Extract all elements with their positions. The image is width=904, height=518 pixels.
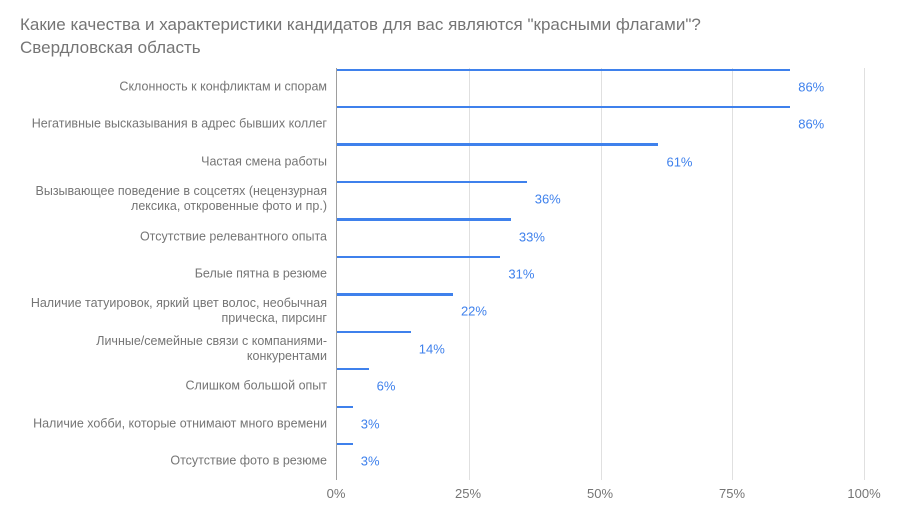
bar xyxy=(337,181,527,183)
bar xyxy=(337,406,353,408)
chart-row: Отсутствие фото в резюме3% xyxy=(337,443,864,480)
chart-row: Наличие татуировок, яркий цвет волос, не… xyxy=(337,293,864,330)
category-label: Частая смена работы xyxy=(17,154,337,169)
chart-row: Негативные высказывания в адрес бывших к… xyxy=(337,105,864,142)
chart-row: Слишком большой опыт6% xyxy=(337,368,864,405)
value-label: 22% xyxy=(461,304,487,319)
value-label: 86% xyxy=(798,117,824,132)
value-label: 61% xyxy=(666,154,692,169)
x-tick-label: 25% xyxy=(455,486,481,501)
x-tick-label: 75% xyxy=(719,486,745,501)
category-label: Наличие хобби, которые отнимают много вр… xyxy=(17,416,337,431)
x-axis-labels: 0%25%50%75%100% xyxy=(336,486,864,504)
chart-row: Частая смена работы61% xyxy=(337,143,864,180)
bar xyxy=(337,368,369,370)
bar xyxy=(337,293,453,295)
category-label: Личные/семейные связи с компаниями-конку… xyxy=(17,334,337,364)
category-label: Вызывающее поведение в соцсетях (нецензу… xyxy=(17,184,337,214)
bar xyxy=(337,106,790,108)
x-tick-label: 0% xyxy=(327,486,346,501)
category-label: Отсутствие релевантного опыта xyxy=(17,229,337,244)
chart-container: Какие качества и характеристики кандидат… xyxy=(0,0,904,518)
grid-line xyxy=(864,68,865,480)
chart-row: Склонность к конфликтам и спорам86% xyxy=(337,68,864,105)
chart-row: Наличие хобби, которые отнимают много вр… xyxy=(337,405,864,442)
category-label: Белые пятна в резюме xyxy=(17,266,337,281)
category-label: Наличие татуировок, яркий цвет волос, не… xyxy=(17,296,337,326)
plot-area: Склонность к конфликтам и спорам86%Негат… xyxy=(336,68,864,480)
value-label: 6% xyxy=(377,379,396,394)
category-label: Склонность к конфликтам и спорам xyxy=(17,79,337,94)
value-label: 31% xyxy=(508,266,534,281)
bar xyxy=(337,256,500,258)
chart-row: Отсутствие релевантного опыта33% xyxy=(337,218,864,255)
bar xyxy=(337,218,511,220)
chart-title: Какие качества и характеристики кандидат… xyxy=(20,14,886,60)
category-label: Слишком большой опыт xyxy=(17,379,337,394)
value-label: 14% xyxy=(419,341,445,356)
x-tick-label: 50% xyxy=(587,486,613,501)
bar xyxy=(337,69,790,71)
bar xyxy=(337,331,411,333)
category-label: Отсутствие фото в резюме xyxy=(17,454,337,469)
chart-row: Личные/семейные связи с компаниями-конку… xyxy=(337,330,864,367)
x-tick-label: 100% xyxy=(847,486,880,501)
bar xyxy=(337,443,353,445)
bar xyxy=(337,143,658,145)
chart-row: Белые пятна в резюме31% xyxy=(337,255,864,292)
chart-row: Вызывающее поведение в соцсетях (нецензу… xyxy=(337,180,864,217)
value-label: 3% xyxy=(361,454,380,469)
value-label: 86% xyxy=(798,79,824,94)
value-label: 33% xyxy=(519,229,545,244)
value-label: 36% xyxy=(535,192,561,207)
category-label: Негативные высказывания в адрес бывших к… xyxy=(17,117,337,132)
value-label: 3% xyxy=(361,416,380,431)
